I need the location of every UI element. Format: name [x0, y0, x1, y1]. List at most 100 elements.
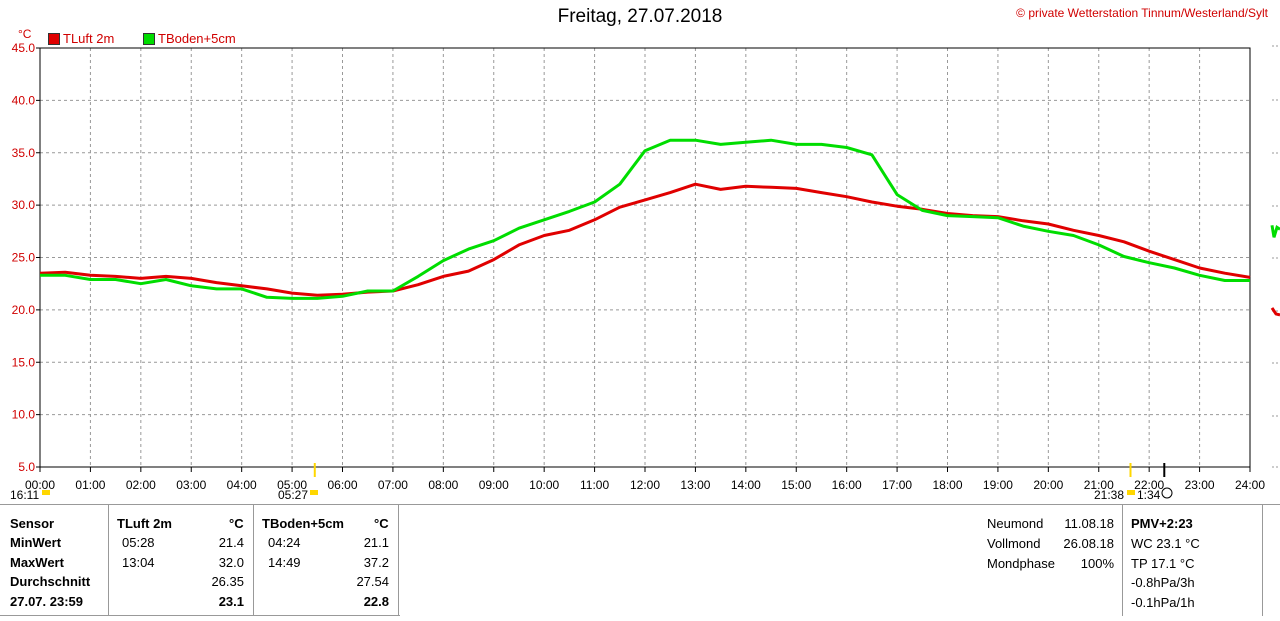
series-line-tluft — [39, 182, 1251, 297]
table-row-label: MaxWert — [10, 554, 64, 570]
table-header-unit-1: °C — [229, 516, 244, 531]
x-tick-label: 22:00 — [1134, 478, 1164, 492]
x-tick-label: 00:00 — [25, 478, 55, 492]
x-tick-label: 24:00 — [1235, 478, 1265, 492]
y-tick-label: 30.0 — [12, 198, 36, 212]
sunrise-time-label: 05:27 — [278, 488, 309, 502]
table-tboden-time: 04:24 — [268, 535, 301, 550]
x-tick-label: 14:00 — [731, 478, 761, 492]
x-tick-label: 09:00 — [479, 478, 509, 492]
x-tick-label: 18:00 — [932, 478, 962, 492]
chart-axes: 45.0 40.0 35.0 30.0 25.0 20.0 15.0 10.0 5.0 00:00… — [12, 41, 1265, 499]
pmv-line: TP 17.1 °C — [1131, 555, 1195, 571]
moon-row-value: 100% — [1080, 556, 1114, 571]
sunset-icon — [1127, 490, 1135, 495]
moon-row-value: 11.08.18 — [1064, 516, 1114, 531]
table-tluft-value: 21.4 — [218, 535, 244, 550]
table-tluft-value: 23.1 — [218, 593, 244, 609]
x-tick-label: 04:00 — [227, 478, 257, 492]
pmv-line: -0.8hPa/3h — [1131, 575, 1195, 590]
x-tick-label: 05:00 — [277, 478, 307, 492]
x-tick-label: 19:00 — [983, 478, 1013, 492]
sunset-time-label: 21:38 — [1094, 488, 1125, 502]
legend-swatch-tluft — [48, 32, 60, 45]
y-tick-label: 35.0 — [12, 146, 36, 160]
table-header-unit-2: °C — [374, 516, 389, 531]
table-divider — [1262, 504, 1263, 616]
x-tick-label: 03:00 — [176, 478, 206, 492]
table-tluft-value: 32.0 — [218, 554, 244, 570]
moon-row-label: Vollmond — [987, 536, 1041, 551]
table-divider — [253, 504, 254, 616]
series-line-tboden — [40, 138, 1250, 300]
moon-time-label: 1:34 — [1137, 488, 1161, 502]
y-tick-label: 20.0 — [12, 303, 36, 317]
legend-tluft: TLuft 2m — [48, 31, 114, 46]
table-row-label: MinWert — [10, 535, 62, 550]
x-tick-label: 02:00 — [126, 478, 156, 492]
x-tick-label: 13:00 — [680, 478, 710, 492]
y-axis-unit: °C — [18, 27, 32, 41]
x-tick-label: 08:00 — [428, 478, 458, 492]
y-tick-label: 45.0 — [12, 41, 36, 55]
pmv-title: PMV+2:23 — [1131, 516, 1193, 531]
y-tick-label: 40.0 — [12, 93, 36, 107]
start-time-label: 16:11 — [10, 488, 40, 502]
chart-series — [39, 138, 1251, 300]
side-tboden-mark — [1270, 224, 1280, 238]
x-tick-label: 11:00 — [580, 478, 609, 492]
x-tick-label: 15:00 — [781, 478, 811, 492]
x-tick-label: 06:00 — [327, 478, 357, 492]
x-tick-label: 10:00 — [529, 478, 559, 492]
moon-row-label: Neumond — [987, 516, 1044, 531]
x-tick-label: 12:00 — [630, 478, 660, 492]
table-divider — [108, 504, 109, 616]
table-bottom-border — [0, 615, 400, 616]
chart-title: Freitag, 27.07.2018 — [557, 6, 723, 27]
table-header-sensor: Sensor — [10, 516, 55, 531]
table-tluft-time: 13:04 — [122, 554, 155, 570]
sunrise-icon — [310, 490, 318, 495]
x-tick-label: 07:00 — [378, 478, 408, 492]
table-tboden-value: 27.54 — [356, 574, 389, 589]
table-tboden-value: 21.1 — [363, 535, 389, 550]
pmv-line: WC 23.1 °C — [1131, 536, 1200, 551]
pmv-line: -0.1hPa/1h — [1131, 594, 1195, 610]
moon-row-value: 26.08.18 — [1063, 536, 1114, 551]
side-tluft-mark — [1270, 307, 1280, 317]
legend-label-tboden: TBoden+5cm — [158, 31, 236, 46]
legend-swatch-tboden — [143, 32, 155, 45]
y-tick-label: 5.0 — [18, 460, 35, 474]
side-mini-readings — [1270, 45, 1280, 468]
start-marker-icon — [42, 490, 50, 495]
table-header-tluft: TLuft 2m — [117, 516, 172, 531]
x-tick-label: 17:00 — [882, 478, 912, 492]
y-tick-label: 25.0 — [12, 251, 36, 265]
x-tick-label: 20:00 — [1033, 478, 1063, 492]
legend-label-tluft: TLuft 2m — [63, 31, 115, 46]
station-copyright: © private Wetterstation Tinnum/Westerlan… — [1016, 6, 1268, 20]
table-row-label: 27.07. 23:59 — [10, 593, 84, 609]
table-tboden-time: 14:49 — [268, 554, 301, 570]
table-divider — [398, 504, 399, 616]
chart-grid — [39, 47, 1251, 468]
y-tick-label: 10.0 — [12, 408, 36, 422]
table-tboden-value: 22.8 — [363, 593, 389, 609]
table-divider — [1122, 504, 1123, 616]
table-tluft-value: 26.35 — [211, 574, 244, 589]
x-tick-label: 16:00 — [832, 478, 862, 492]
table-row-label: Durchschnitt — [10, 574, 91, 589]
legend-tboden: TBoden+5cm — [143, 31, 236, 46]
plot-frame — [39, 47, 1251, 468]
moon-icon — [1161, 487, 1173, 499]
moon-row-label: Mondphase — [987, 556, 1055, 571]
y-tick-label: 15.0 — [12, 355, 36, 369]
table-top-border — [0, 504, 1280, 505]
x-tick-label: 01:00 — [75, 478, 105, 492]
x-tick-label: 23:00 — [1185, 478, 1215, 492]
table-header-tboden: TBoden+5cm — [262, 516, 344, 531]
table-tboden-value: 37.2 — [363, 554, 389, 570]
table-tluft-time: 05:28 — [122, 535, 155, 550]
x-tick-label: 21:00 — [1084, 478, 1114, 492]
